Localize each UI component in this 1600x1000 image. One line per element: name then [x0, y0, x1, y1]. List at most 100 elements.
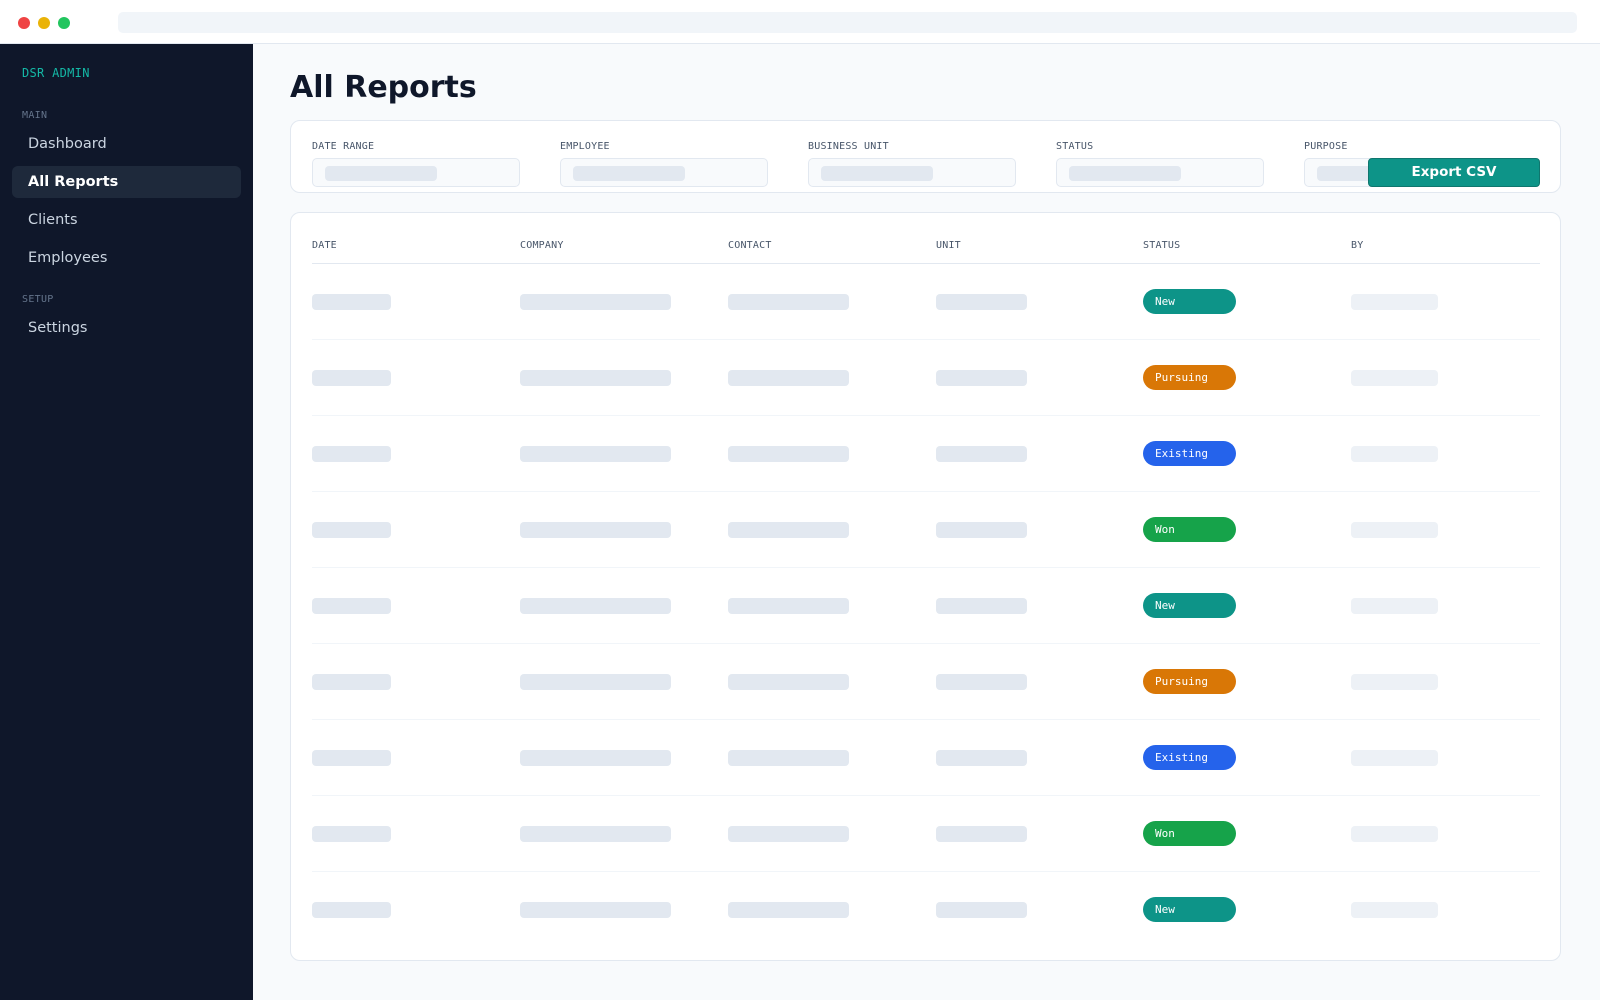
company-cell-placeholder — [520, 902, 671, 918]
company-cell-placeholder — [520, 446, 671, 462]
select-placeholder — [325, 166, 437, 181]
company-cell-placeholder — [520, 370, 671, 386]
filter-label: STATUS — [1056, 141, 1094, 152]
table-row[interactable]: New — [312, 568, 1540, 644]
date-cell-placeholder — [312, 294, 391, 310]
filter-label: EMPLOYEE — [560, 141, 610, 152]
status-badge: Existing — [1143, 745, 1236, 770]
company-cell-placeholder — [520, 598, 671, 614]
company-cell-placeholder — [520, 826, 671, 842]
status-badge: Existing — [1143, 441, 1236, 466]
page-title: All Reports — [290, 70, 477, 105]
contact-cell-placeholder — [728, 750, 849, 766]
unit-cell-placeholder — [936, 674, 1027, 690]
company-cell-placeholder — [520, 294, 671, 310]
contact-cell-placeholder — [728, 370, 849, 386]
by-cell-placeholder — [1351, 598, 1438, 614]
company-cell-placeholder — [520, 750, 671, 766]
date-cell-placeholder — [312, 902, 391, 918]
unit-cell-placeholder — [936, 826, 1027, 842]
table-row[interactable]: Won — [312, 796, 1540, 872]
unit-cell-placeholder — [936, 750, 1027, 766]
window-titlebar — [0, 0, 1600, 44]
sidebar-item-dashboard[interactable]: Dashboard — [28, 136, 107, 152]
by-cell-placeholder — [1351, 522, 1438, 538]
minimize-window-button[interactable] — [38, 17, 50, 29]
by-cell-placeholder — [1351, 674, 1438, 690]
status-badge: Won — [1143, 517, 1236, 542]
reports-table: DATE COMPANY CONTACT UNIT STATUS BY New P… — [290, 212, 1561, 961]
maximize-window-button[interactable] — [58, 17, 70, 29]
status-select[interactable] — [1056, 158, 1264, 187]
by-cell-placeholder — [1351, 294, 1438, 310]
export-csv-button[interactable]: Export CSV — [1368, 158, 1540, 187]
date-cell-placeholder — [312, 370, 391, 386]
filter-employee: EMPLOYEE — [560, 141, 768, 187]
status-badge: Pursuing — [1143, 669, 1236, 694]
sidebar-item-all-reports[interactable]: All Reports — [12, 166, 241, 198]
sidebar-section-setup: SETUP — [22, 294, 54, 305]
address-bar[interactable] — [118, 12, 1577, 33]
column-header-status[interactable]: STATUS — [1143, 240, 1181, 251]
sidebar: DSR ADMIN MAIN Dashboard All Reports Cli… — [0, 44, 253, 1000]
unit-cell-placeholder — [936, 522, 1027, 538]
sidebar-item-employees[interactable]: Employees — [28, 250, 108, 266]
sidebar-section-main: MAIN — [22, 110, 48, 121]
column-header-contact[interactable]: CONTACT — [728, 240, 772, 251]
contact-cell-placeholder — [728, 826, 849, 842]
date-cell-placeholder — [312, 750, 391, 766]
table-row[interactable]: Existing — [312, 720, 1540, 796]
sidebar-item-clients[interactable]: Clients — [28, 212, 78, 228]
unit-cell-placeholder — [936, 370, 1027, 386]
date-cell-placeholder — [312, 446, 391, 462]
column-header-unit[interactable]: UNIT — [936, 240, 961, 251]
filter-bar: DATE RANGE EMPLOYEE BUSINESS UNIT STATUS… — [290, 120, 1561, 193]
contact-cell-placeholder — [728, 902, 849, 918]
brand-logo: DSR ADMIN — [22, 66, 90, 80]
table-row[interactable]: Won — [312, 492, 1540, 568]
employee-select[interactable] — [560, 158, 768, 187]
filter-label: BUSINESS UNIT — [808, 141, 889, 152]
unit-cell-placeholder — [936, 902, 1027, 918]
table-row[interactable]: Existing — [312, 416, 1540, 492]
filter-date-range: DATE RANGE — [312, 141, 520, 187]
company-cell-placeholder — [520, 522, 671, 538]
contact-cell-placeholder — [728, 446, 849, 462]
by-cell-placeholder — [1351, 370, 1438, 386]
status-badge: New — [1143, 593, 1236, 618]
column-header-date[interactable]: DATE — [312, 240, 337, 251]
contact-cell-placeholder — [728, 294, 849, 310]
business-unit-select[interactable] — [808, 158, 1016, 187]
contact-cell-placeholder — [728, 598, 849, 614]
unit-cell-placeholder — [936, 294, 1027, 310]
date-cell-placeholder — [312, 826, 391, 842]
column-header-by[interactable]: BY — [1351, 240, 1364, 251]
table-row[interactable]: New — [312, 872, 1540, 948]
status-badge: Won — [1143, 821, 1236, 846]
date-range-select[interactable] — [312, 158, 520, 187]
filter-label: PURPOSE — [1304, 141, 1348, 152]
unit-cell-placeholder — [936, 598, 1027, 614]
select-placeholder — [1069, 166, 1181, 181]
column-header-company[interactable]: COMPANY — [520, 240, 564, 251]
date-cell-placeholder — [312, 522, 391, 538]
table-row[interactable]: Pursuing — [312, 644, 1540, 720]
by-cell-placeholder — [1351, 902, 1438, 918]
by-cell-placeholder — [1351, 750, 1438, 766]
date-cell-placeholder — [312, 598, 391, 614]
contact-cell-placeholder — [728, 674, 849, 690]
filter-label: DATE RANGE — [312, 141, 375, 152]
unit-cell-placeholder — [936, 446, 1027, 462]
sidebar-item-settings[interactable]: Settings — [28, 320, 88, 336]
table-row[interactable]: Pursuing — [312, 340, 1540, 416]
by-cell-placeholder — [1351, 446, 1438, 462]
status-badge: New — [1143, 897, 1236, 922]
select-placeholder — [573, 166, 685, 181]
company-cell-placeholder — [520, 674, 671, 690]
table-row[interactable]: New — [312, 264, 1540, 340]
close-window-button[interactable] — [18, 17, 30, 29]
date-cell-placeholder — [312, 674, 391, 690]
status-badge: New — [1143, 289, 1236, 314]
select-placeholder — [821, 166, 933, 181]
by-cell-placeholder — [1351, 826, 1438, 842]
